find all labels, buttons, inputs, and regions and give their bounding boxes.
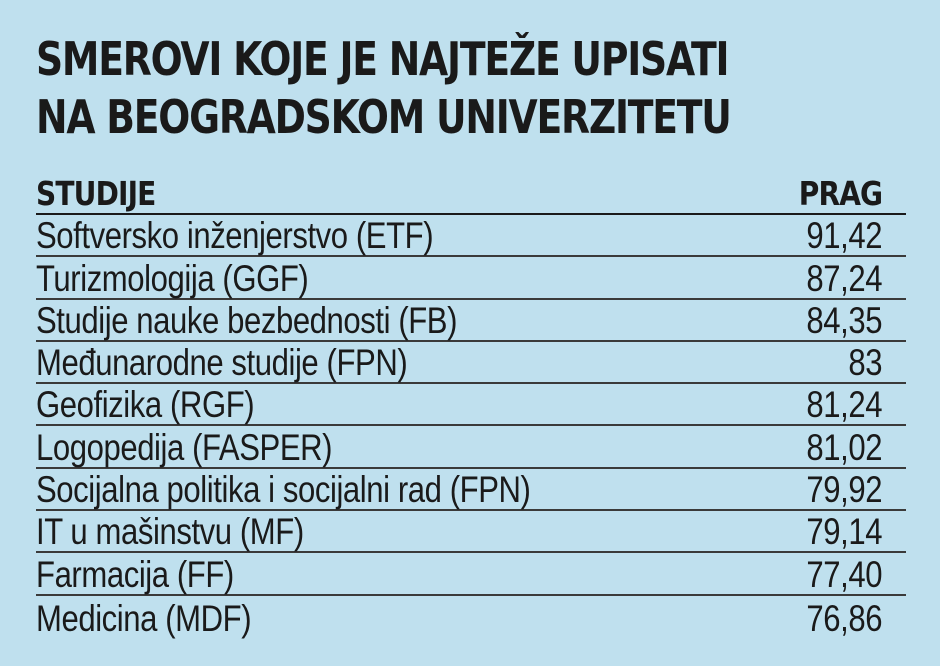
study-program-name: Geofizika (RGF) <box>36 384 255 426</box>
threshold-value: 84,35 <box>806 299 882 341</box>
study-program-name: IT u mašinstvu (MF) <box>36 511 304 553</box>
table-body: Softversko inženjerstvo (ETF) 91,42 Turizm… <box>36 215 906 639</box>
chart-title: SMEROVI KOJE JE NAJTEŽE UPISATI NA BEOGR… <box>36 32 732 144</box>
threshold-value: 76,86 <box>806 597 882 639</box>
study-program-name: Farmacija (FF) <box>36 553 234 595</box>
threshold-value: 91,42 <box>806 215 882 257</box>
threshold-value: 81,24 <box>806 384 882 426</box>
threshold-value: 79,14 <box>806 511 882 553</box>
column-header-studije: STUDIJE <box>36 174 156 213</box>
study-program-name: Turizmologija (GGF) <box>36 257 309 299</box>
table-row: Farmacija (FF) 77,40 <box>36 553 906 596</box>
table-row: Socijalna politika i socijalni rad (FPN)… <box>36 469 906 512</box>
table-row: Studije nauke bezbednosti (FB) 84,35 <box>36 300 906 342</box>
table-row: Međunarodne studije (FPN) 83 <box>36 342 906 385</box>
threshold-value: 79,92 <box>806 469 882 511</box>
table-row: Medicina (MDF) 76,86 <box>36 596 906 639</box>
study-program-name: Softversko inženjerstvo (ETF) <box>36 215 434 257</box>
table-header: STUDIJE PRAG <box>36 175 906 215</box>
ranking-table: STUDIJE PRAG Softversko inženjerstvo (ET… <box>36 175 906 639</box>
table-row: IT u mašinstvu (MF) 79,14 <box>36 511 906 554</box>
threshold-value: 81,02 <box>806 426 882 468</box>
threshold-value: 77,40 <box>806 553 882 595</box>
study-program-name: Logopedija (FASPER) <box>36 426 333 468</box>
table-row: Logopedija (FASPER) 81,02 <box>36 426 906 469</box>
study-program-name: Socijalna politika i socijalni rad (FPN) <box>36 469 531 511</box>
study-program-name: Studije nauke bezbednosti (FB) <box>36 299 458 341</box>
threshold-value: 87,24 <box>806 257 882 299</box>
study-program-name: Međunarodne studije (FPN) <box>36 342 408 384</box>
table-row: Geofizika (RGF) 81,24 <box>36 384 906 427</box>
column-header-prag: PRAG <box>798 174 883 213</box>
table-row: Turizmologija (GGF) 87,24 <box>36 257 906 300</box>
study-program-name: Medicina (MDF) <box>36 597 252 639</box>
table-row: Softversko inženjerstvo (ETF) 91,42 <box>36 215 906 258</box>
threshold-value: 83 <box>848 342 882 384</box>
